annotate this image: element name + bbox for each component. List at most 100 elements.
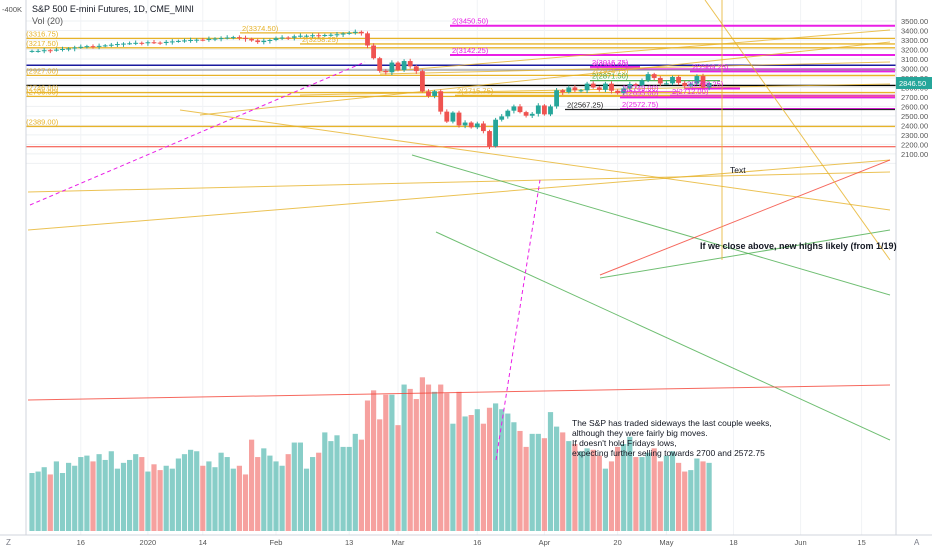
volume-indicator-label[interactable]: Vol (20) (32, 16, 64, 26)
candle-body (529, 113, 535, 116)
volume-bar (608, 461, 615, 531)
candle-body (96, 45, 102, 47)
candle-body (206, 38, 212, 40)
corner-left-icon[interactable]: Z (6, 538, 11, 547)
candle-body (438, 91, 444, 112)
candle-body (340, 33, 346, 35)
volume-bar (694, 458, 700, 531)
volume-bars (29, 377, 712, 531)
right-axis-tick: 3100.00 (901, 55, 928, 64)
candle-body (121, 43, 126, 45)
level-label: 2(2924.75) (592, 67, 629, 76)
trend-line (411, 154, 891, 296)
candle-body (542, 105, 547, 115)
volume-bar (438, 384, 444, 531)
x-axis-tick: 18 (729, 538, 737, 547)
candle-body (115, 44, 120, 46)
candle-body (590, 83, 596, 88)
volume-bar (621, 444, 627, 531)
candle-body (657, 77, 663, 84)
candle-body (322, 35, 328, 37)
candle-body (670, 76, 675, 84)
level-label: 2(2572.75) (622, 100, 659, 109)
volume-bar (615, 446, 621, 531)
volume-bar (236, 465, 242, 531)
candle-body (511, 106, 517, 111)
right-axis-tick: 3000.00 (901, 64, 928, 73)
volume-bar (517, 430, 523, 531)
candle-body (267, 39, 273, 41)
volume-bar (139, 457, 145, 531)
trend-line (435, 231, 891, 441)
candle-body (182, 40, 187, 42)
volume-bar (230, 468, 236, 531)
analysis-note: The S&P has traded sideways the last cou… (572, 418, 772, 458)
volume-bar (486, 407, 493, 531)
candle-body (560, 90, 566, 93)
candle-body (645, 74, 651, 81)
volume-bar (572, 444, 578, 531)
volume-bar (560, 432, 566, 531)
volume-bar (273, 461, 279, 531)
candle-body (621, 88, 627, 94)
volume-bar (78, 457, 84, 531)
volume-bar (389, 394, 395, 531)
candle-body (316, 35, 322, 37)
volume-bar (224, 457, 230, 531)
volume-bar (310, 457, 316, 531)
candle-body (230, 37, 236, 39)
candle-body (218, 38, 224, 40)
dashed-trend (495, 179, 541, 461)
candle-body (108, 44, 114, 46)
level-label: 2(2871.50) (592, 72, 629, 81)
level-label: 2(3316.75) (22, 29, 59, 38)
candle-body (407, 61, 413, 67)
candle-body (584, 83, 590, 91)
level-label: 2(2706.00) (22, 87, 59, 96)
right-axis-tick: 3300.00 (901, 36, 928, 45)
candle-body (700, 76, 706, 88)
corner-right-icon[interactable]: A (914, 538, 920, 547)
volume-bar (523, 446, 529, 531)
candle-body (352, 31, 358, 33)
level-label: 2(2389.00) (22, 117, 59, 126)
volume-bar (328, 441, 334, 531)
volume-bar (669, 451, 676, 531)
volume-bar (578, 451, 584, 531)
candle-body (47, 50, 53, 52)
volume-bar (297, 442, 303, 531)
volume-bar (59, 473, 66, 531)
candle-body (615, 90, 620, 94)
x-axis-tick: Apr (539, 538, 551, 547)
volume-bar (505, 413, 511, 531)
level-label: 2(2712.00) (672, 87, 709, 96)
volume-bar (346, 446, 352, 531)
candle-body (499, 116, 505, 120)
x-axis-tick: Mar (392, 538, 405, 547)
level-label: 2(3016.75) (592, 58, 629, 67)
candle-body (298, 35, 303, 37)
level-label: 2(3374.50) (242, 24, 279, 33)
trend-line (27, 159, 891, 231)
candle-body (72, 47, 78, 49)
right-axis-tick: 2600.00 (901, 102, 928, 111)
volume-bar (194, 451, 200, 531)
volume-bar (340, 446, 346, 531)
volume-bar (688, 470, 694, 531)
volume-bar (285, 454, 291, 531)
volume-bar (114, 468, 120, 531)
volume-bar (468, 415, 474, 531)
volume-bar (133, 454, 139, 531)
volume-bar (145, 471, 151, 531)
trend-line (199, 41, 891, 116)
candle-body (212, 38, 218, 40)
last-price-label: 2846.50 (899, 79, 926, 88)
x-axis-tick: 13 (345, 538, 353, 547)
level-label: 2(2927.00) (22, 66, 59, 75)
candle-body (572, 87, 578, 91)
volume-bar (120, 462, 127, 531)
volume-bar (163, 465, 169, 531)
trend-line (27, 171, 891, 193)
volume-bar (261, 448, 267, 531)
